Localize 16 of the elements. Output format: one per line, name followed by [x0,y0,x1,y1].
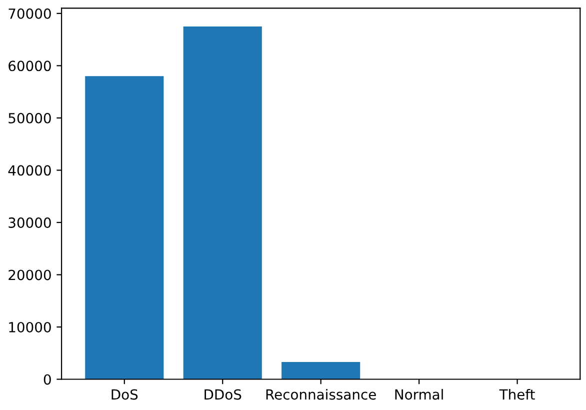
x-tick-label: Theft [499,388,535,400]
y-tick-label: 40000 [8,165,51,176]
y-tick-label: 70000 [8,8,51,19]
x-tick-label: DDoS [204,389,242,400]
y-tick-label: 0 [44,374,51,385]
y-tick-label: 30000 [8,217,51,228]
y-tick-label: 20000 [8,270,51,280]
bar [85,76,164,380]
bar [282,362,360,380]
y-tick-label: 60000 [8,60,51,72]
x-tick-label: Reconnaissance [266,388,376,400]
bar [183,26,262,380]
x-tick-label: DoS [112,389,138,400]
y-tick-label: 50000 [8,112,51,124]
x-tick-label: Normal [395,388,443,400]
y-tick-label: 10000 [9,322,51,332]
